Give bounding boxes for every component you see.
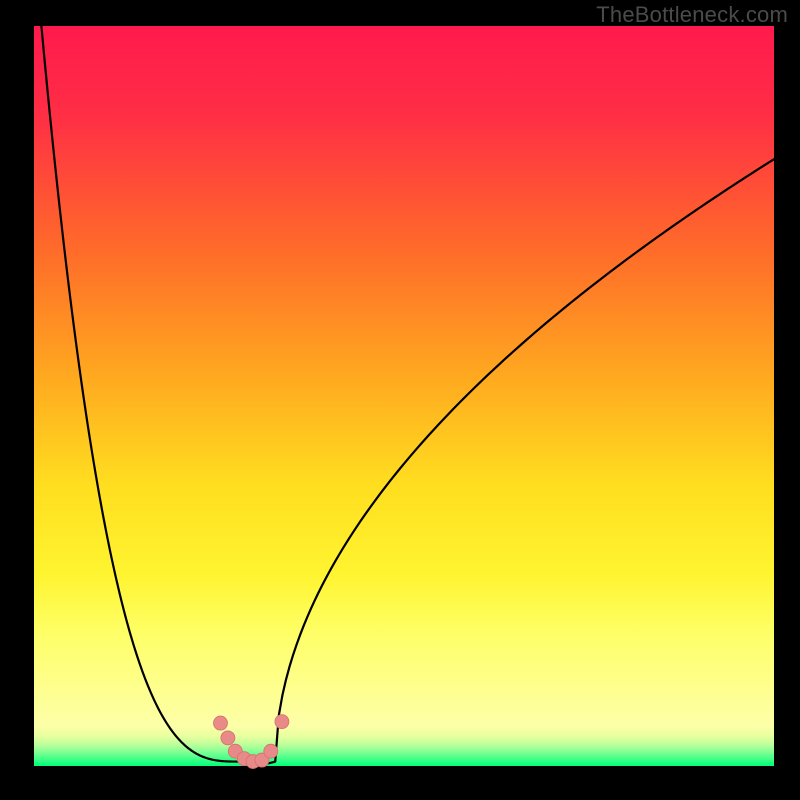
plot-background <box>34 26 774 766</box>
data-marker <box>221 731 235 745</box>
data-marker <box>275 715 289 729</box>
chart-container: TheBottleneck.com <box>0 0 800 800</box>
watermark-text: TheBottleneck.com <box>596 2 788 28</box>
chart-svg <box>0 0 800 800</box>
data-marker <box>213 716 227 730</box>
data-marker <box>264 744 278 758</box>
